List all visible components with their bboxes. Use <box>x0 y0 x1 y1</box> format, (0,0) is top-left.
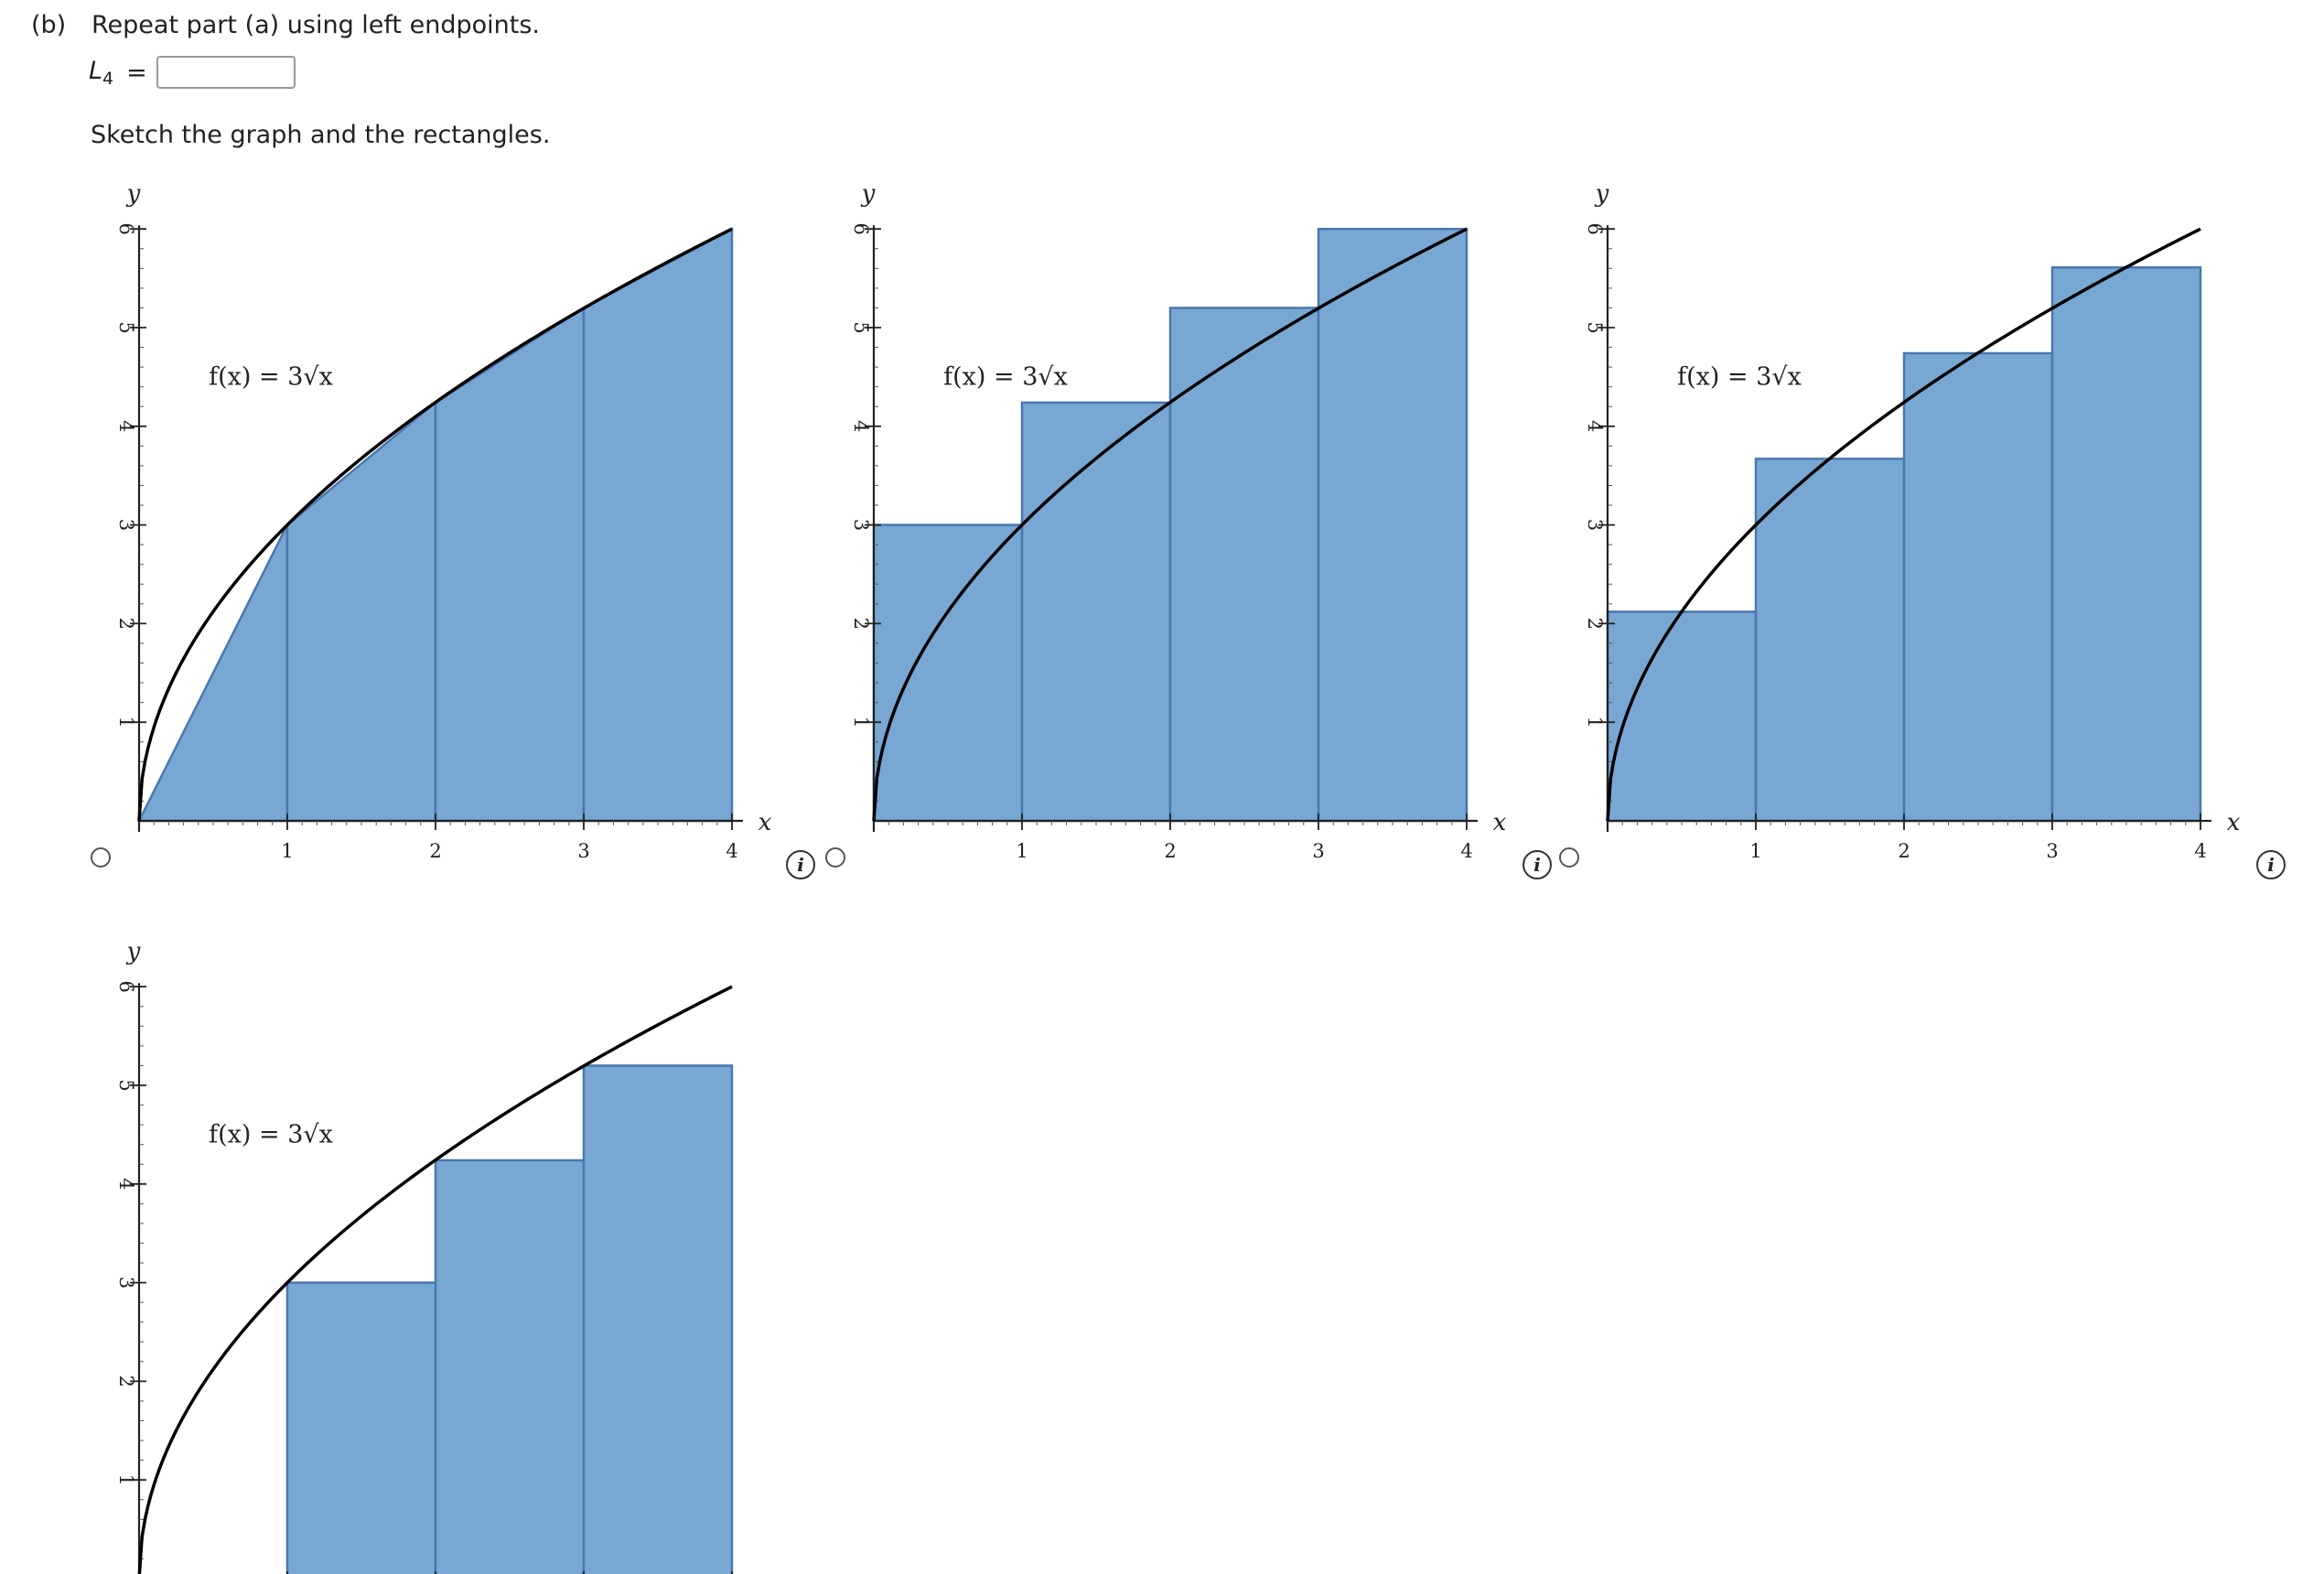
option-2-y-tick-label-6: 6 <box>850 223 872 235</box>
option-3-x-tick-label-4: 4 <box>2194 840 2206 862</box>
option-3-rectangle-1 <box>1606 610 1758 823</box>
option-4-y-tick-label-3: 3 <box>115 1277 137 1288</box>
option-1-x-tick-label-1: 1 <box>281 840 293 862</box>
option-3-info-icon[interactable]: i <box>2256 850 2286 879</box>
option-3-y-axis-label: y <box>1595 180 1609 208</box>
option-2-y-tick-label-4: 4 <box>850 420 872 432</box>
option-1-x-tick-label-4: 4 <box>726 840 737 862</box>
option-1-y-tick-label-2: 2 <box>115 618 137 630</box>
answer-label-subscript: 4 <box>102 68 114 89</box>
option-3-rectangle-3 <box>1902 351 2054 823</box>
option-4-y-tick-label-4: 4 <box>115 1178 137 1190</box>
option-4-rectangle-3 <box>434 1159 586 1574</box>
option-1-trapezoid-1 <box>136 524 289 823</box>
answer-input[interactable] <box>156 56 296 89</box>
option-3-rectangle-4 <box>2050 265 2202 823</box>
option-2-info-icon[interactable]: i <box>1522 850 1552 879</box>
option-1-y-axis-label: y <box>126 180 141 208</box>
option-1-trapezoid-4 <box>582 227 734 823</box>
option-3-y-tick-label-4: 4 <box>1584 420 1606 432</box>
option-1-x-tick-label-2: 2 <box>429 840 441 862</box>
option-4-function-curve <box>137 985 733 1574</box>
option-2-function-curve <box>872 227 1468 822</box>
option-3-y-tick-label-6: 6 <box>1584 223 1606 235</box>
answer-label: L4 <box>89 57 113 89</box>
option-2-y-tick-label-3: 3 <box>850 519 872 531</box>
instruction-text: Sketch the graph and the rectangles. <box>91 121 551 149</box>
option-3-y-tick-label-2: 2 <box>1584 618 1606 630</box>
option-2-x-tick-label-4: 4 <box>1460 840 1472 862</box>
option-4-y-tick-label-2: 2 <box>115 1375 137 1387</box>
option-3-rectangle-2 <box>1754 458 1906 823</box>
option-2-y-axis-label: y <box>861 180 876 208</box>
question-prompt: (b) Repeat part (a) using left endpoints. <box>31 7 540 44</box>
option-3-function-curve <box>1606 227 2201 822</box>
option-4-y-tick-label-6: 6 <box>115 981 137 993</box>
option-3-graph: 1 2 3 4 1 2 3 4 5 6 x y f(x) = 3√x <box>1584 180 2241 862</box>
option-2-rectangle-2 <box>1020 401 1172 823</box>
option-1-y-tick-label-5: 5 <box>115 321 137 333</box>
part-label: (b) <box>31 11 67 39</box>
option-1-info-icon[interactable]: i <box>786 850 815 879</box>
option-2-x-tick-label-1: 1 <box>1016 840 1028 862</box>
option-3-x-tick-label-3: 3 <box>2046 840 2058 862</box>
option-4-y-axis-label: y <box>126 938 141 965</box>
option-1-y-tick-label-3: 3 <box>115 519 137 531</box>
option-2-function-label: f(x) = 3√x <box>943 363 1068 392</box>
option-1-function-curve <box>137 227 733 822</box>
option-1-x-axis-label: x <box>759 809 772 836</box>
answer-equals: = <box>126 58 147 87</box>
option-2-rectangle-3 <box>1168 307 1320 823</box>
option-3-radio[interactable] <box>1559 847 1579 868</box>
option-3-function-label: f(x) = 3√x <box>1677 363 1802 392</box>
option-3-x-axis-label: x <box>2227 809 2241 836</box>
option-4-rectangle-4 <box>582 1064 734 1574</box>
option-3-x-tick-label-1: 1 <box>1749 840 1761 862</box>
option-1-radio[interactable] <box>91 847 111 868</box>
option-3-x-tick-label-2: 2 <box>1898 840 1910 862</box>
option-2-y-tick-label-2: 2 <box>850 618 872 630</box>
option-1-x-tick-label-3: 3 <box>577 840 589 862</box>
option-2-x-tick-label-3: 3 <box>1312 840 1324 862</box>
option-4-function-label: f(x) = 3√x <box>209 1121 333 1149</box>
option-4-y-tick-label-5: 5 <box>115 1079 137 1091</box>
option-2-rectangle-1 <box>872 523 1024 823</box>
option-2-y-tick-label-1: 1 <box>850 717 872 728</box>
option-2-radio[interactable] <box>825 847 845 868</box>
option-3-y-tick-label-5: 5 <box>1584 321 1606 333</box>
answer-label-letter: L <box>89 56 103 85</box>
option-1-trapezoid-2 <box>285 400 437 823</box>
option-2-x-axis-label: x <box>1493 809 1507 836</box>
option-3-y-tick-label-1: 1 <box>1584 717 1606 728</box>
option-1-trapezoid-3 <box>434 306 586 823</box>
prompt-text: Repeat part (a) using left endpoints. <box>91 11 540 39</box>
option-1-function-label: f(x) = 3√x <box>209 363 333 392</box>
option-4-rectangle-2 <box>285 1281 437 1574</box>
option-2-graph: 1 2 3 4 1 2 3 4 5 6 x y f(x) = 3√x <box>850 180 1507 862</box>
option-1-y-tick-label-6: 6 <box>115 223 137 235</box>
option-1-y-tick-label-4: 4 <box>115 420 137 432</box>
option-2-x-tick-label-2: 2 <box>1164 840 1176 862</box>
option-1-graph: 1 2 3 4 1 2 3 4 5 6 x y f(x) = 3√x <box>115 180 772 862</box>
option-4-x-axis-label: x <box>759 1567 772 1574</box>
option-4-y-tick-label-1: 1 <box>115 1474 137 1486</box>
option-2-y-tick-label-5: 5 <box>850 321 872 333</box>
option-3-y-tick-label-3: 3 <box>1584 519 1606 531</box>
option-1-y-tick-label-1: 1 <box>115 717 137 728</box>
option-2-rectangle-4 <box>1317 227 1469 823</box>
answer-row: L4 = <box>89 51 296 93</box>
